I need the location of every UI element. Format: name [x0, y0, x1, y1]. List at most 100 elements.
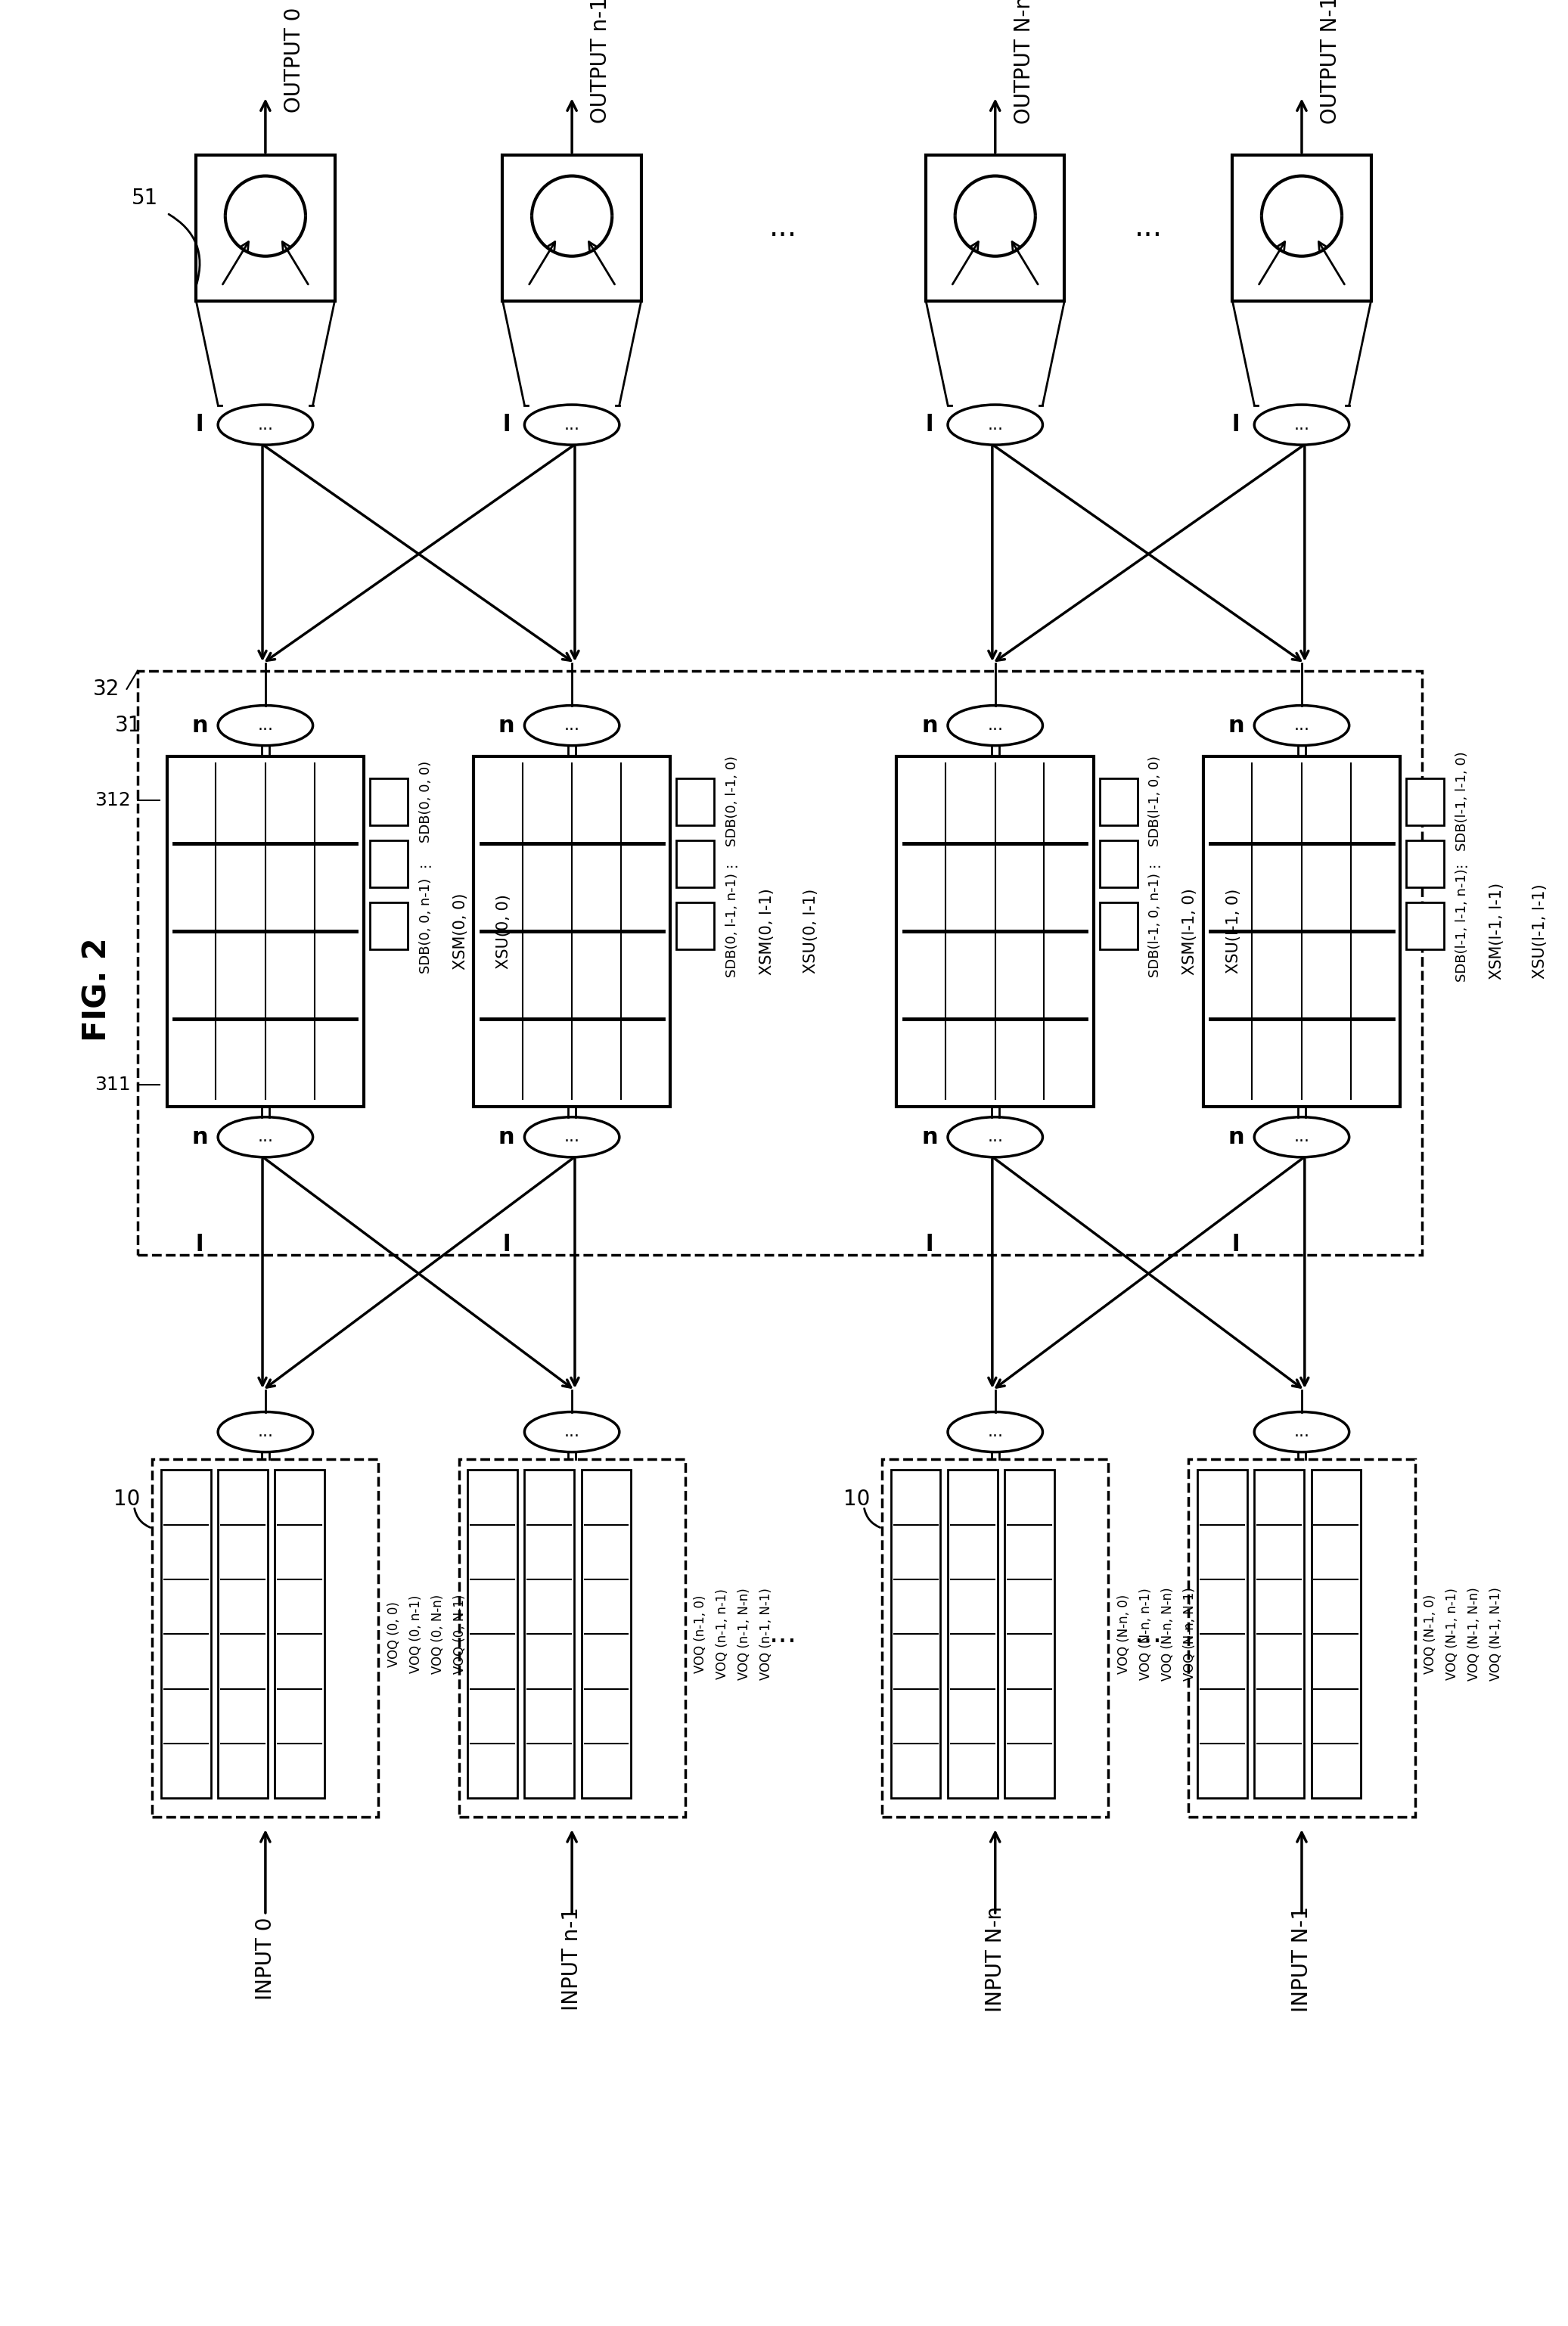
Text: ...: ...	[1294, 719, 1309, 733]
Bar	[152, 1458, 378, 1817]
Text: OUTPUT n-1: OUTPUT n-1	[590, 0, 612, 123]
Text: ...: ...	[1148, 856, 1162, 870]
Text: VOQ (0, n-1): VOQ (0, n-1)	[409, 1596, 423, 1672]
Text: l: l	[925, 1233, 933, 1256]
Text: VOQ (0, N-1): VOQ (0, N-1)	[453, 1593, 467, 1675]
Ellipse shape	[1254, 1412, 1348, 1451]
Text: ...: ...	[257, 719, 273, 733]
Text: l: l	[1232, 414, 1240, 435]
Text: l: l	[502, 414, 510, 435]
Text: 10: 10	[844, 1489, 870, 1510]
Bar	[1099, 840, 1137, 889]
Text: l: l	[196, 1233, 204, 1256]
Text: XSM(l-1, l-1): XSM(l-1, l-1)	[1490, 884, 1504, 979]
Bar	[1005, 1470, 1054, 1798]
Ellipse shape	[524, 1412, 619, 1451]
Text: 51: 51	[132, 188, 158, 209]
Text: OUTPUT N-n: OUTPUT N-n	[1013, 0, 1035, 123]
Ellipse shape	[1254, 405, 1348, 444]
Text: n: n	[1228, 1126, 1245, 1149]
Text: VOQ (N-n, 0): VOQ (N-n, 0)	[1116, 1593, 1131, 1675]
Text: ...: ...	[564, 719, 580, 733]
Text: l: l	[196, 414, 204, 435]
Text: ...: ...	[1294, 416, 1309, 433]
Bar	[891, 1470, 941, 1798]
Bar	[459, 1458, 685, 1817]
Text: XSU(0, l-1): XSU(0, l-1)	[803, 889, 818, 975]
Bar	[524, 1470, 574, 1798]
Text: ...: ...	[724, 856, 740, 870]
Text: INPUT N-1: INPUT N-1	[1290, 1905, 1312, 2012]
Text: XSM(l-1, 0): XSM(l-1, 0)	[1182, 889, 1198, 975]
Ellipse shape	[1254, 705, 1348, 747]
Bar	[166, 756, 364, 1107]
Bar	[370, 777, 408, 826]
Bar	[370, 840, 408, 889]
Text: VOQ (n-1, N-1): VOQ (n-1, N-1)	[759, 1589, 773, 1679]
Bar	[1099, 902, 1137, 949]
Text: VOQ (N-n, N-1): VOQ (N-n, N-1)	[1182, 1586, 1196, 1682]
Ellipse shape	[524, 705, 619, 747]
Ellipse shape	[218, 1116, 314, 1156]
Text: VOQ (N-1, N-n): VOQ (N-1, N-n)	[1468, 1586, 1482, 1682]
Bar	[1254, 1470, 1305, 1798]
Ellipse shape	[1254, 1116, 1348, 1156]
Text: ...: ...	[1294, 1130, 1309, 1144]
Bar	[582, 1470, 630, 1798]
Bar	[138, 670, 1422, 1254]
Text: XSU(l-1, l-1): XSU(l-1, l-1)	[1534, 884, 1548, 979]
Text: VOQ (n-1, 0): VOQ (n-1, 0)	[693, 1596, 707, 1672]
Ellipse shape	[947, 405, 1043, 444]
Bar	[503, 156, 641, 300]
Text: ...: ...	[988, 1130, 1004, 1144]
Ellipse shape	[218, 405, 314, 444]
Text: VOQ (N-1, 0): VOQ (N-1, 0)	[1424, 1593, 1438, 1675]
Text: SDB(0, 0, n-1): SDB(0, 0, n-1)	[419, 877, 433, 972]
Text: 10: 10	[113, 1489, 140, 1510]
Text: ...: ...	[419, 856, 433, 870]
Text: n: n	[1228, 714, 1245, 737]
Text: n: n	[499, 1126, 514, 1149]
Bar	[1232, 156, 1370, 300]
Text: OUTPUT 0: OUTPUT 0	[284, 7, 304, 112]
Text: XSU(l-1, 0): XSU(l-1, 0)	[1226, 889, 1242, 975]
Ellipse shape	[524, 1116, 619, 1156]
Text: 312: 312	[94, 791, 130, 809]
Bar	[1311, 1470, 1361, 1798]
Bar	[676, 777, 715, 826]
Text: l: l	[502, 1233, 510, 1256]
Ellipse shape	[947, 705, 1043, 747]
Text: XSM(0, l-1): XSM(0, l-1)	[759, 889, 775, 975]
Text: SDB(l-1, 0, n-1): SDB(l-1, 0, n-1)	[1148, 872, 1162, 977]
Text: FIG. 2: FIG. 2	[82, 937, 113, 1042]
Ellipse shape	[947, 1116, 1043, 1156]
Text: VOQ (n-1, n-1): VOQ (n-1, n-1)	[715, 1589, 729, 1679]
Text: VOQ (N-1, N-1): VOQ (N-1, N-1)	[1490, 1586, 1502, 1682]
Bar	[218, 1470, 268, 1798]
Text: ...: ...	[988, 1424, 1004, 1440]
Text: INPUT N-n: INPUT N-n	[985, 1905, 1005, 2012]
Text: VOQ (N-n, n-1): VOQ (N-n, n-1)	[1138, 1589, 1152, 1679]
Bar	[676, 902, 715, 949]
Text: SDB(0, l-1, n-1): SDB(0, l-1, n-1)	[724, 872, 739, 977]
Text: VOQ (n-1, N-n): VOQ (n-1, N-n)	[737, 1589, 751, 1679]
Text: ...: ...	[1294, 1424, 1309, 1440]
Bar	[162, 1470, 210, 1798]
Text: n: n	[499, 714, 514, 737]
Text: 32: 32	[93, 679, 119, 700]
Text: ...: ...	[770, 1619, 798, 1649]
Ellipse shape	[218, 1412, 314, 1451]
Text: ...: ...	[1455, 856, 1469, 870]
Ellipse shape	[524, 405, 619, 444]
Text: SDB(l-1, l-1, 0): SDB(l-1, l-1, 0)	[1455, 751, 1469, 851]
Text: 31: 31	[114, 714, 141, 735]
Text: l: l	[1232, 1233, 1240, 1256]
Text: SDB(0, l-1, 0): SDB(0, l-1, 0)	[724, 756, 739, 847]
Bar	[196, 156, 334, 300]
Text: l: l	[925, 414, 933, 435]
Bar	[1406, 902, 1444, 949]
Bar	[1099, 777, 1137, 826]
Text: ...: ...	[564, 1424, 580, 1440]
Text: OUTPUT N-1: OUTPUT N-1	[1320, 0, 1341, 123]
Text: n: n	[191, 1126, 209, 1149]
